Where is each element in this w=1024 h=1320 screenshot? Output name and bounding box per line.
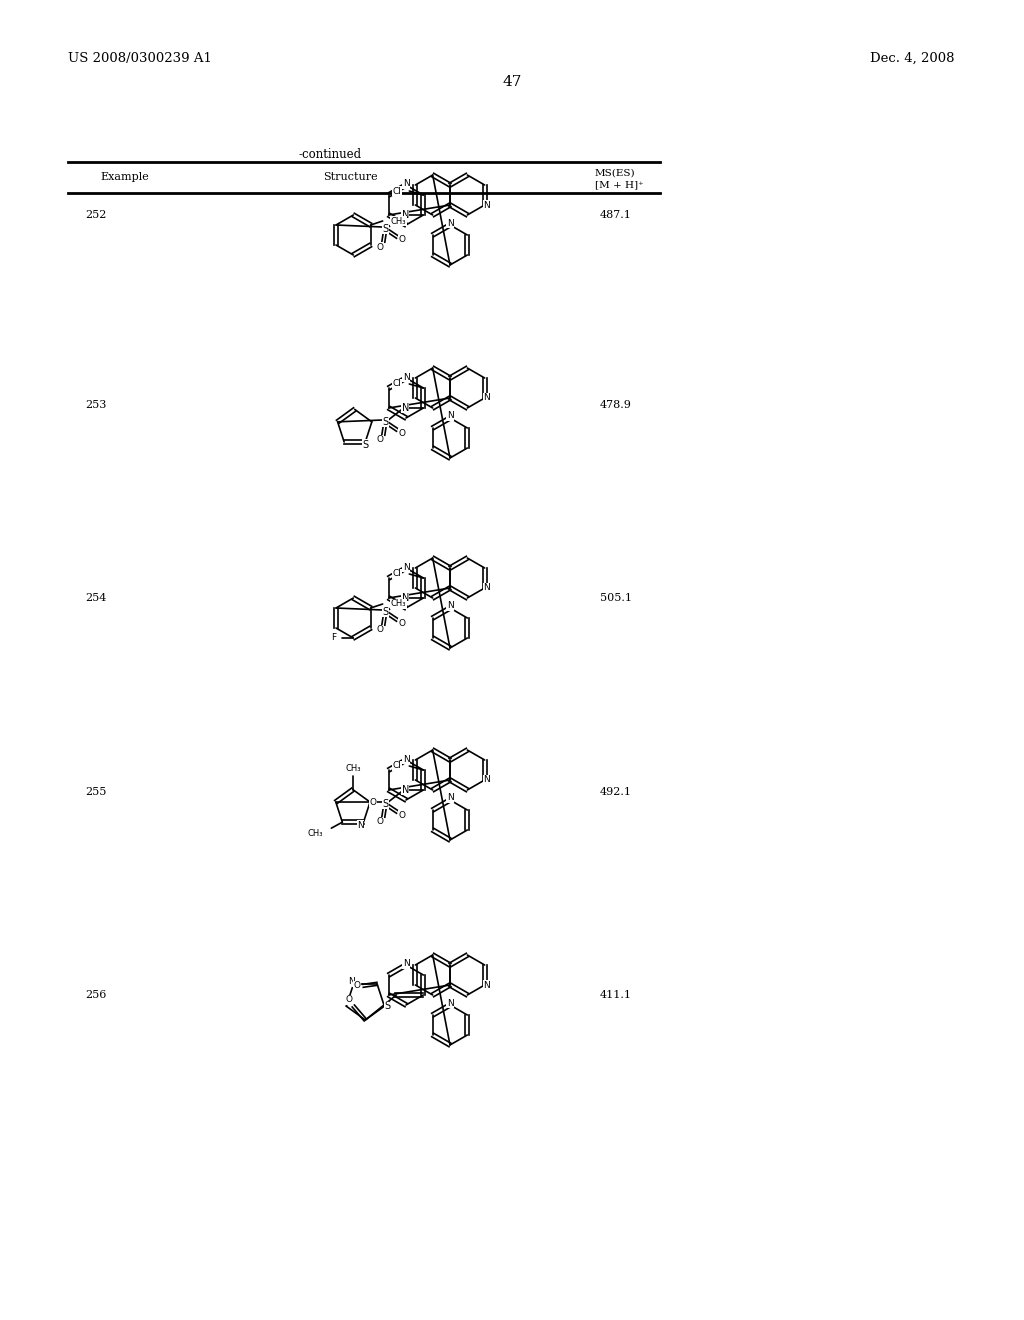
Text: CH₃: CH₃ <box>390 216 407 226</box>
Text: N: N <box>483 583 490 593</box>
Text: O: O <box>377 626 384 635</box>
Text: Example: Example <box>100 172 148 182</box>
Text: N: N <box>402 960 410 969</box>
Text: O: O <box>346 995 353 1005</box>
Text: N: N <box>401 785 409 795</box>
Text: Cl: Cl <box>392 569 401 578</box>
Text: N: N <box>348 977 355 986</box>
Text: N: N <box>446 219 454 227</box>
Text: O: O <box>370 797 377 807</box>
Text: N: N <box>402 372 410 381</box>
Text: S: S <box>382 607 388 616</box>
Text: US 2008/0300239 A1: US 2008/0300239 A1 <box>68 51 212 65</box>
Text: S: S <box>362 440 369 450</box>
Text: N: N <box>483 981 490 990</box>
Text: Cl: Cl <box>392 380 401 388</box>
Text: O: O <box>377 436 384 445</box>
Text: N: N <box>446 793 454 803</box>
Text: 492.1: 492.1 <box>600 787 632 797</box>
Text: O: O <box>398 619 406 627</box>
Text: O: O <box>377 243 384 252</box>
Text: 411.1: 411.1 <box>600 990 632 1001</box>
Text: S: S <box>382 799 388 809</box>
Text: N: N <box>402 180 410 189</box>
Text: [M + H]⁺: [M + H]⁺ <box>595 180 644 189</box>
Text: Structure: Structure <box>323 172 377 182</box>
Text: N: N <box>446 602 454 610</box>
Text: 487.1: 487.1 <box>600 210 632 220</box>
Text: N: N <box>357 821 364 830</box>
Text: N: N <box>483 393 490 403</box>
Text: 252: 252 <box>85 210 106 220</box>
Text: O: O <box>398 429 406 437</box>
Text: 253: 253 <box>85 400 106 411</box>
Text: MS(ES): MS(ES) <box>595 169 636 178</box>
Text: 254: 254 <box>85 593 106 603</box>
Text: Cl: Cl <box>392 762 401 771</box>
Text: S: S <box>382 417 388 426</box>
Text: 256: 256 <box>85 990 106 1001</box>
Text: Dec. 4, 2008: Dec. 4, 2008 <box>870 51 954 65</box>
Text: N: N <box>446 412 454 421</box>
Text: O: O <box>398 235 406 244</box>
Text: CH₃: CH₃ <box>390 599 407 609</box>
Text: Cl: Cl <box>392 186 401 195</box>
Text: O: O <box>353 981 360 990</box>
Text: O: O <box>398 810 406 820</box>
Text: F: F <box>331 634 336 643</box>
Text: N: N <box>483 776 490 784</box>
Text: N: N <box>446 998 454 1007</box>
Text: 478.9: 478.9 <box>600 400 632 411</box>
Text: CH₃: CH₃ <box>345 764 360 774</box>
Text: N: N <box>401 403 409 413</box>
Text: S: S <box>384 1001 390 1011</box>
Text: 505.1: 505.1 <box>600 593 632 603</box>
Text: N: N <box>483 201 490 210</box>
Text: N: N <box>402 755 410 763</box>
Text: 47: 47 <box>503 75 521 88</box>
Text: 255: 255 <box>85 787 106 797</box>
Text: -continued: -continued <box>298 148 361 161</box>
Text: S: S <box>382 224 388 234</box>
Text: N: N <box>401 210 409 220</box>
Text: CH₃: CH₃ <box>308 829 324 838</box>
Text: N: N <box>401 593 409 603</box>
Text: N: N <box>402 562 410 572</box>
Text: O: O <box>377 817 384 826</box>
